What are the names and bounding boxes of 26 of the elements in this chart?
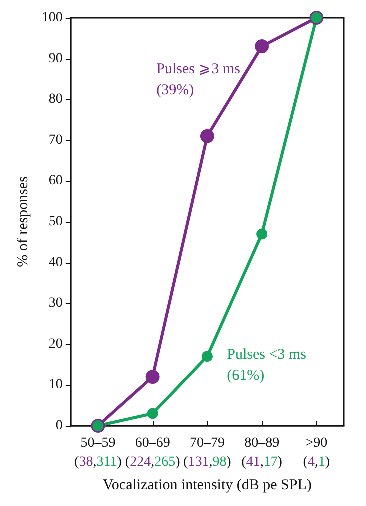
point	[146, 370, 160, 384]
y-tick-label: 0	[56, 418, 63, 434]
y-tick-label: 80	[48, 92, 63, 108]
y-tick-label: 60	[48, 174, 63, 189]
y-tick-label: 10	[48, 378, 63, 393]
y-tick-label: 100	[42, 10, 63, 26]
x-tick-label: 50–59 (38,311)	[74, 436, 122, 470]
point	[200, 129, 214, 144]
x-tick-label: 60–69 (224,265)	[125, 436, 181, 470]
y-tick-label: 30	[48, 296, 63, 312]
x-tick-label: >90 (4,1)	[303, 436, 330, 470]
y-tick-label: 50	[48, 214, 63, 230]
x-tick-label: 70–79 (131,98)	[184, 436, 232, 470]
y-tick-label: 90	[48, 51, 63, 66]
point	[255, 40, 270, 54]
point	[202, 351, 213, 362]
y-tick-label: 70	[48, 132, 63, 148]
point	[256, 228, 268, 240]
x-tick-label: 80–89 (41,17)	[242, 436, 283, 470]
point	[147, 408, 158, 420]
series-label: Pulses <3 ms (61%)	[227, 346, 307, 384]
y-tick-label: 20	[48, 336, 63, 352]
y-tick-label: 40	[48, 255, 63, 270]
y-axis-title: % of responses	[16, 176, 32, 268]
x-axis-title: Vocalization intensity (dB pe SPL)	[103, 478, 312, 494]
series-label: Pulses ⩾3 ms (39%)	[156, 61, 241, 98]
